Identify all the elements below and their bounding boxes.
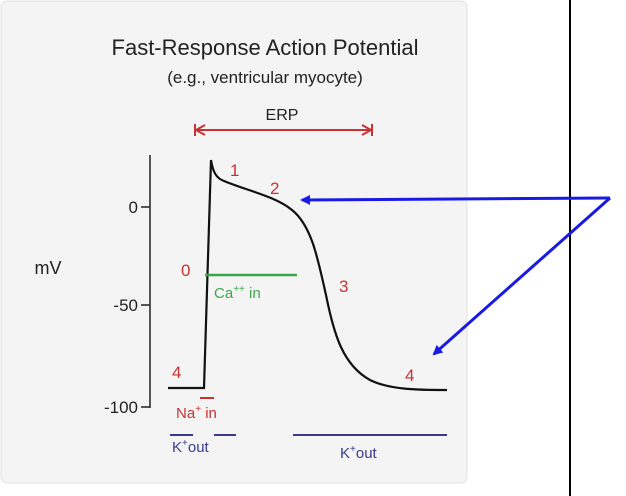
phase-label: 3 xyxy=(339,277,348,296)
y-axis-label: mV xyxy=(35,258,62,278)
k-out-label: K+out xyxy=(340,444,378,462)
text-part: K xyxy=(172,439,182,456)
text-part: out xyxy=(356,445,378,462)
arrows xyxy=(300,194,611,356)
text-part: Ca xyxy=(214,285,234,302)
erp-label: ERP xyxy=(266,107,299,124)
action-potential-curve xyxy=(168,159,448,392)
phase-label: 4 xyxy=(405,366,414,385)
phase-label: 1 xyxy=(230,161,239,180)
text-part: K xyxy=(340,445,350,462)
superscript: + xyxy=(182,438,188,449)
y-tick-label: 0 xyxy=(129,198,138,217)
phase-label: 2 xyxy=(270,179,279,198)
text-part: in xyxy=(245,285,261,302)
phase-label: 0 xyxy=(181,261,190,280)
text-part: in xyxy=(201,405,217,422)
na-in-label: Na+ in xyxy=(176,404,217,422)
y-axis xyxy=(141,155,151,408)
superscript: ++ xyxy=(233,284,245,295)
superscript: + xyxy=(350,444,356,455)
ca-in-label: Ca++ in xyxy=(214,284,261,302)
subtitle: (e.g., ventricular myocyte) xyxy=(167,68,363,87)
k-out-label: K+out xyxy=(172,438,210,456)
text-part: out xyxy=(188,439,210,456)
erp-bracket xyxy=(193,124,374,136)
phase-label: 4 xyxy=(172,363,181,382)
superscript: + xyxy=(195,404,201,415)
y-tick-label: -50 xyxy=(113,296,138,315)
y-tick-label: -100 xyxy=(104,398,138,417)
title: Fast-Response Action Potential xyxy=(112,35,419,60)
text-part: Na xyxy=(176,405,196,422)
